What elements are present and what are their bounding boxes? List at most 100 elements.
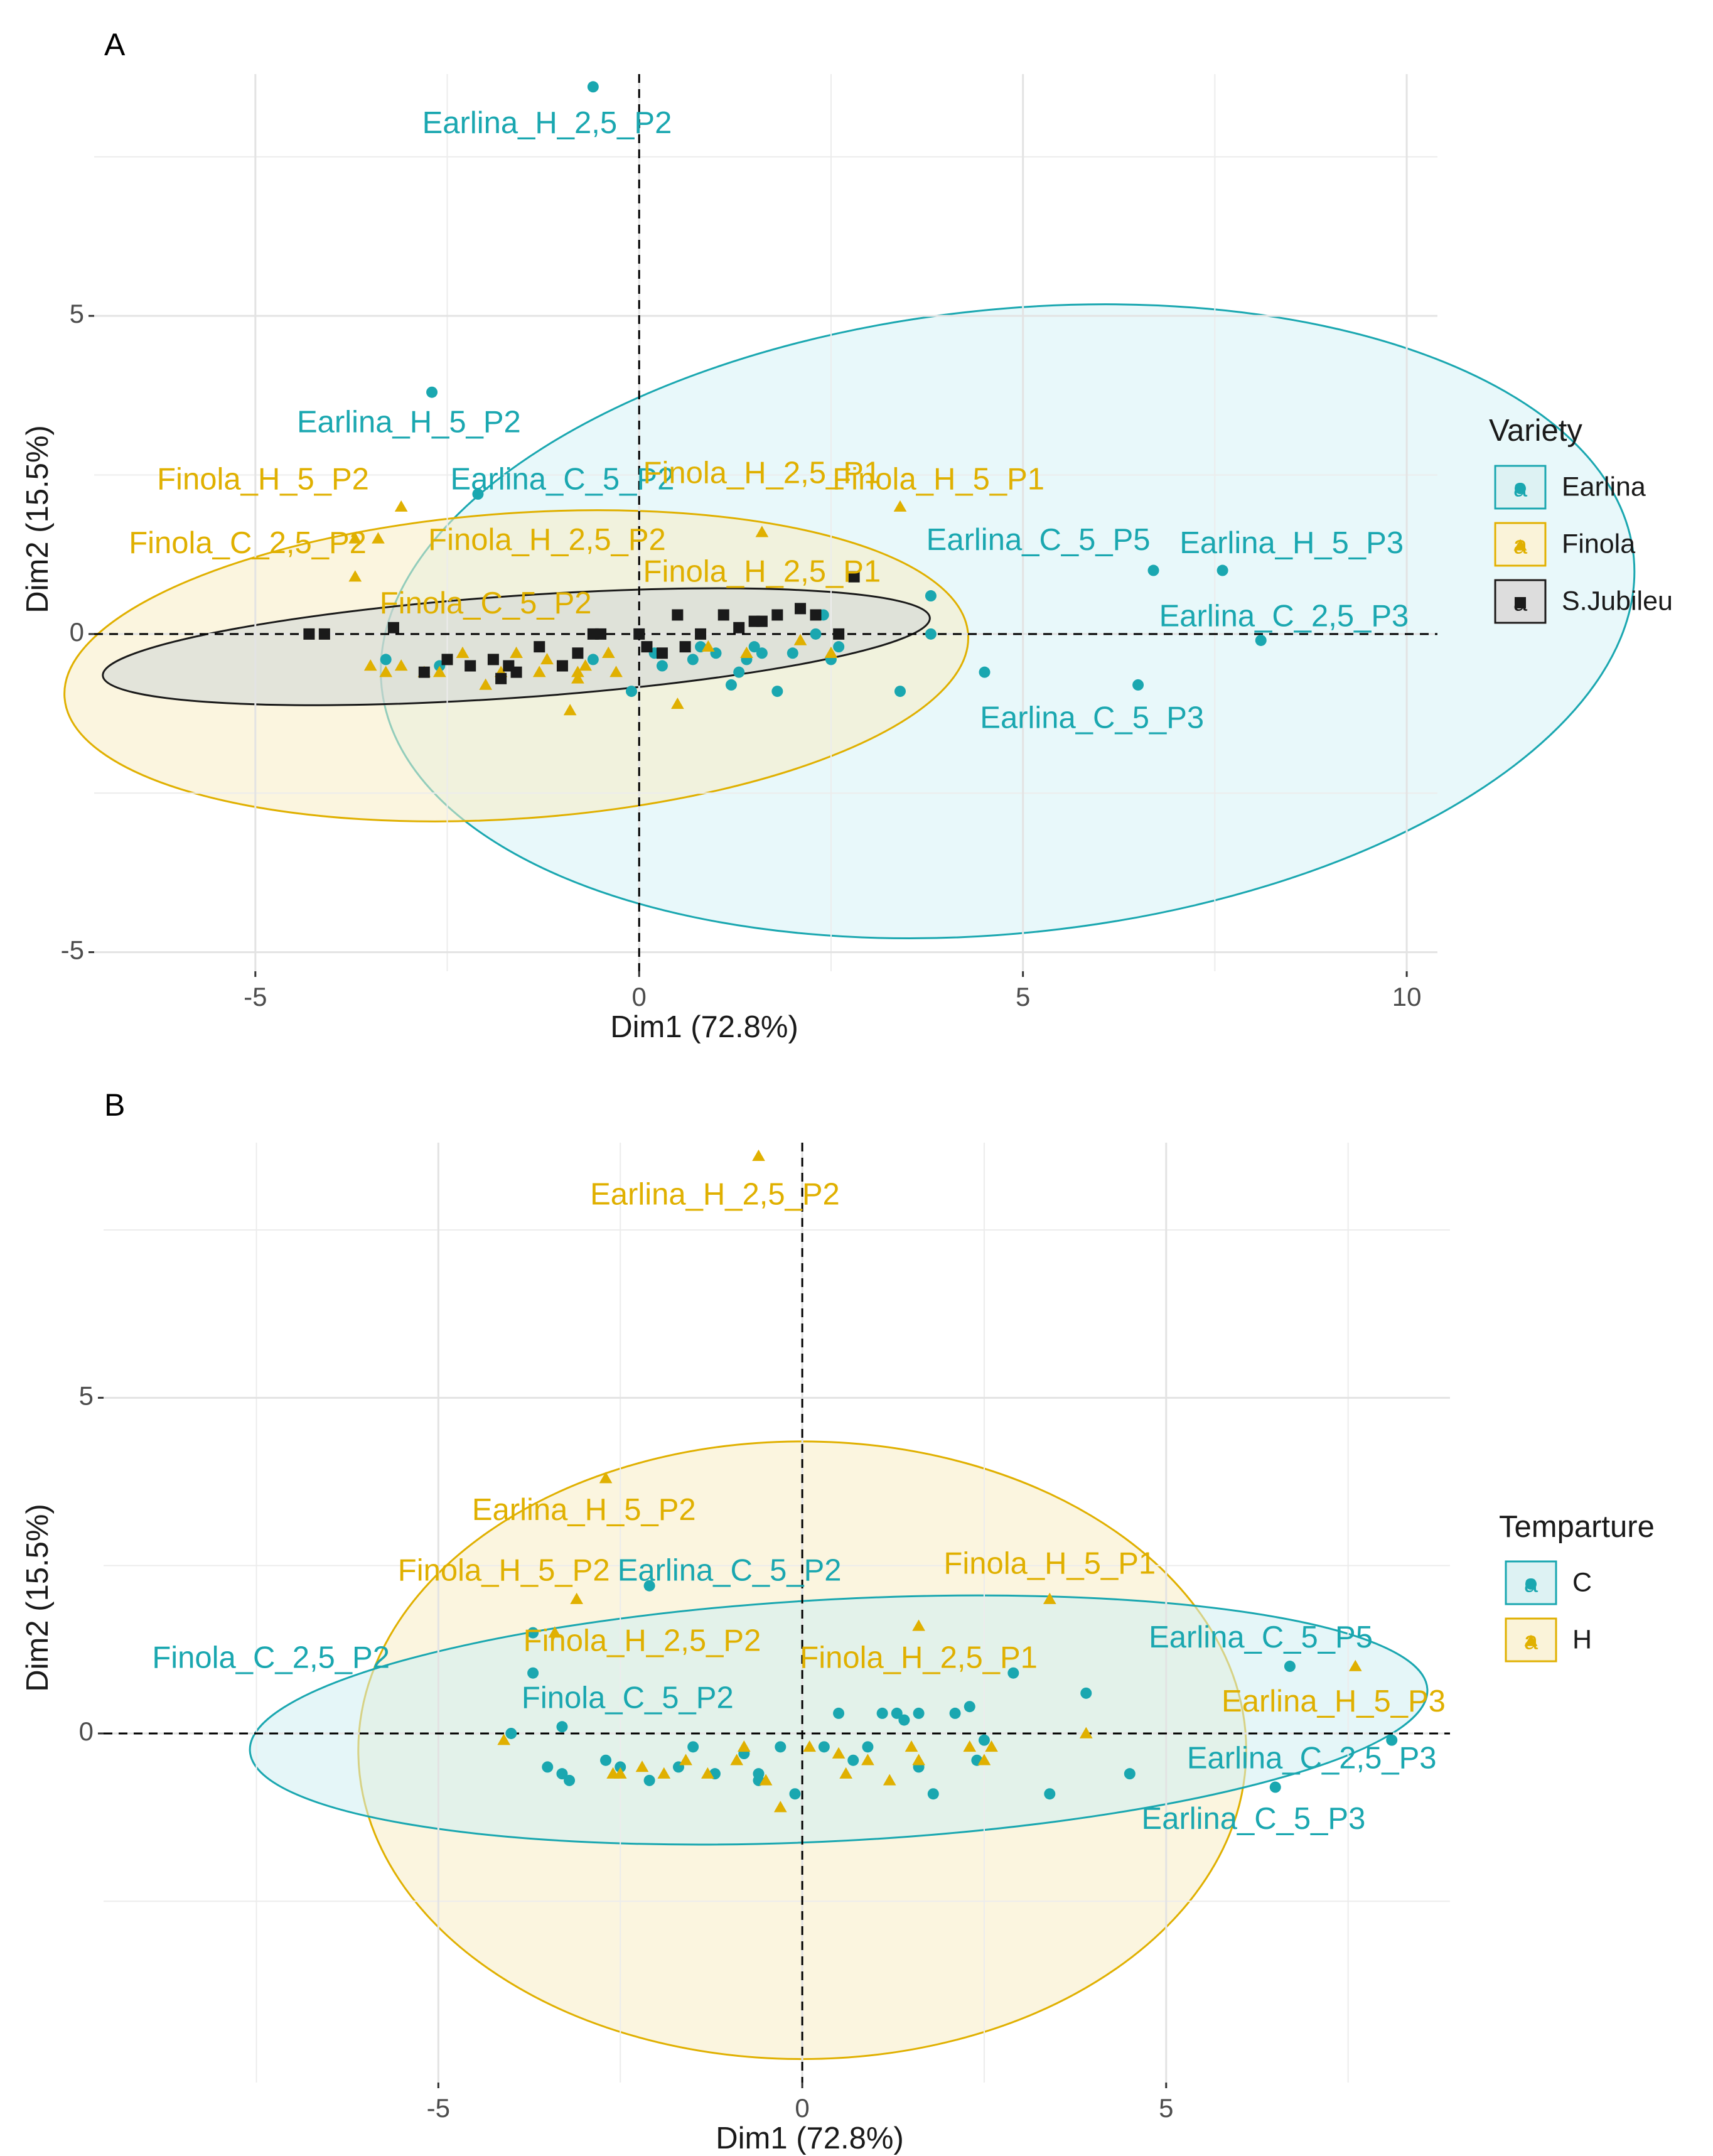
panel-a-point-label: Earlina_C_5_P3 [980, 701, 1204, 735]
panel-b-legend-key-glyph: a [1524, 1570, 1538, 1598]
panel-a-point-earlina [833, 641, 845, 653]
panel-b-point-c [898, 1714, 910, 1726]
panel-a-point-s-jubileu [833, 628, 845, 640]
panel-a-point-finola [510, 646, 523, 659]
panel-a-point-finola [571, 666, 584, 677]
panel-b-point-h [861, 1754, 874, 1765]
panel-b-point-label: Finola_H_5_P2 [398, 1553, 610, 1587]
panel-b-point-label: Finola_C_2,5_P2 [152, 1641, 390, 1674]
panel-b-point-c [949, 1707, 961, 1719]
panel-b-point-label: Earlina_C_2,5_P3 [1187, 1742, 1437, 1776]
panel-a-x-tick-label: 5 [1016, 982, 1030, 1011]
panel-a-point-earlina [426, 386, 438, 398]
panel-b-point-h [752, 1150, 765, 1162]
panel-b-point-c [527, 1627, 539, 1639]
panel-a-point-earlina [626, 686, 637, 698]
panel-b-legend-label-c: C [1572, 1567, 1592, 1597]
panel-a-point-earlina [587, 81, 599, 93]
panel-a-point-s-jubileu [633, 628, 645, 640]
panel-a-legend-marker-finola [1513, 539, 1527, 551]
panel-a-point-s-jubileu [418, 666, 430, 678]
panel-a-point-earlina [733, 666, 745, 678]
panel-b-point-c [542, 1761, 554, 1773]
panel-a-point-s-jubileu [464, 660, 476, 672]
panel-a-point-finola [571, 672, 584, 684]
panel-b-point-h [599, 1472, 613, 1484]
panel-a-point-earlina [1147, 564, 1159, 576]
panel-b-point-c [789, 1788, 801, 1800]
panel-b-point-h [773, 1801, 787, 1813]
panel-a-point-s-jubileu [387, 622, 399, 633]
panel-a-legend: Variety a Earlina a Finola a S.Jubileu [1489, 414, 1673, 624]
panel-b-label: B [104, 1087, 125, 1123]
panel-a-point-finola [394, 500, 408, 512]
panel-b-point-label: Finola_H_2,5_P1 [800, 1641, 1038, 1674]
panel-a-point-earlina [787, 647, 798, 659]
panel-a-point-earlina [725, 679, 737, 691]
panel-a-point-label: Finola_C_2,5_P2 [129, 526, 367, 560]
panel-a-point-finola [793, 633, 807, 645]
panel-b-point-label: Finola_C_5_P2 [522, 1681, 734, 1715]
panel-b-x-tick-label: 5 [1159, 2093, 1173, 2123]
panel-b-point-h [977, 1754, 991, 1765]
panel-a-y-axis-label: Dim2 (15.5%) [21, 425, 55, 613]
panel-b-point-label: Earlina_H_5_P3 [1222, 1684, 1446, 1718]
panel-a-point-label: Earlina_C_2,5_P3 [1159, 599, 1409, 633]
panel-b-point-c [1080, 1687, 1092, 1699]
panel-a-point-label: Earlina_H_5_P2 [297, 405, 521, 439]
panel-a-point-s-jubileu [487, 654, 499, 666]
panel-b: B Earlina_H_2,5_P2 Earlina_H_5_P2 Earlina_… [21, 1087, 1655, 2155]
panel-b-point-c [1007, 1667, 1019, 1679]
panel-a-point-label: Finola_H_2,5_P1 [643, 555, 881, 589]
panel-b-ellipse-c [249, 1594, 1429, 1846]
panel-a-point-finola [379, 666, 393, 677]
panel-a-point-finola [432, 666, 446, 677]
panel-a-legend-key [1494, 579, 1547, 624]
panel-b-x-axis-label: Dim1 (72.8%) [716, 2121, 904, 2155]
panel-b-point-h [905, 1740, 918, 1752]
panel-a-legend-key-glyph: a [1513, 589, 1528, 617]
panel-a-point-label: Finola_H_5_P2 [157, 463, 369, 497]
panel-a-point-finola [563, 704, 577, 716]
panel-a-legend-title: Variety [1489, 414, 1582, 448]
panel-b-point-label: Earlina_C_5_P5 [1149, 1620, 1373, 1654]
panel-a-point-s-jubileu [556, 660, 568, 672]
panel-b-point-c [505, 1727, 517, 1739]
panel-a-point-s-jubileu [848, 571, 860, 583]
panel-b-point-h [912, 1754, 925, 1765]
panel-a-point-earlina [1132, 679, 1144, 691]
panel-a-point-finola [532, 666, 546, 677]
panel-a-legend-marker-earlina [1515, 483, 1526, 494]
panel-a-point-s-jubileu [695, 628, 707, 640]
panel-a-point-finola [456, 646, 470, 659]
panel-b-point-c [556, 1721, 568, 1733]
panel-a-legend-key-glyph: a [1513, 475, 1528, 502]
panel-b-legend-key-glyph: a [1524, 1627, 1538, 1655]
panel-a-legend-item-finola: a Finola [1494, 522, 1635, 567]
panel-b-point-c [643, 1774, 655, 1786]
panel-a-point-finola [540, 653, 554, 665]
panel-a-point-finola [363, 659, 377, 671]
panel-a-label: A [104, 27, 126, 62]
panel-b-point-h [657, 1767, 671, 1779]
panel-a-point-s-jubileu [303, 628, 315, 640]
panel-a-point-s-jubileu [503, 660, 515, 672]
panel-a-legend-item-s-jubileu: a S.Jubileu [1494, 579, 1673, 624]
panel-b-legend-label-h: H [1572, 1624, 1592, 1654]
panel-a-point-earlina [810, 628, 822, 640]
panel-a-point-label: Finola_C_5_P2 [380, 586, 592, 620]
panel-b-point-h [497, 1733, 511, 1745]
panel-a-point-finola [579, 659, 592, 671]
panel-a-x-axis-label: Dim1 (72.8%) [610, 1010, 798, 1044]
panel-a-point-earlina [748, 641, 760, 653]
panel-b-point-c [1044, 1788, 1056, 1800]
panel-a-point-s-jubileu [771, 609, 783, 621]
panel-b-point-c [964, 1701, 975, 1713]
panel-a-y-tick-label: 5 [70, 299, 84, 328]
panel-b-point-c [643, 1580, 655, 1592]
panel-b-point-c [876, 1707, 888, 1719]
panel-b-point-label: Earlina_C_5_P3 [1142, 1802, 1366, 1836]
panel-b-point-h [963, 1740, 977, 1752]
